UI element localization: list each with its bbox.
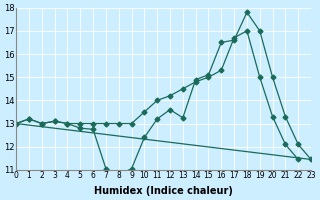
X-axis label: Humidex (Indice chaleur): Humidex (Indice chaleur)	[94, 186, 233, 196]
